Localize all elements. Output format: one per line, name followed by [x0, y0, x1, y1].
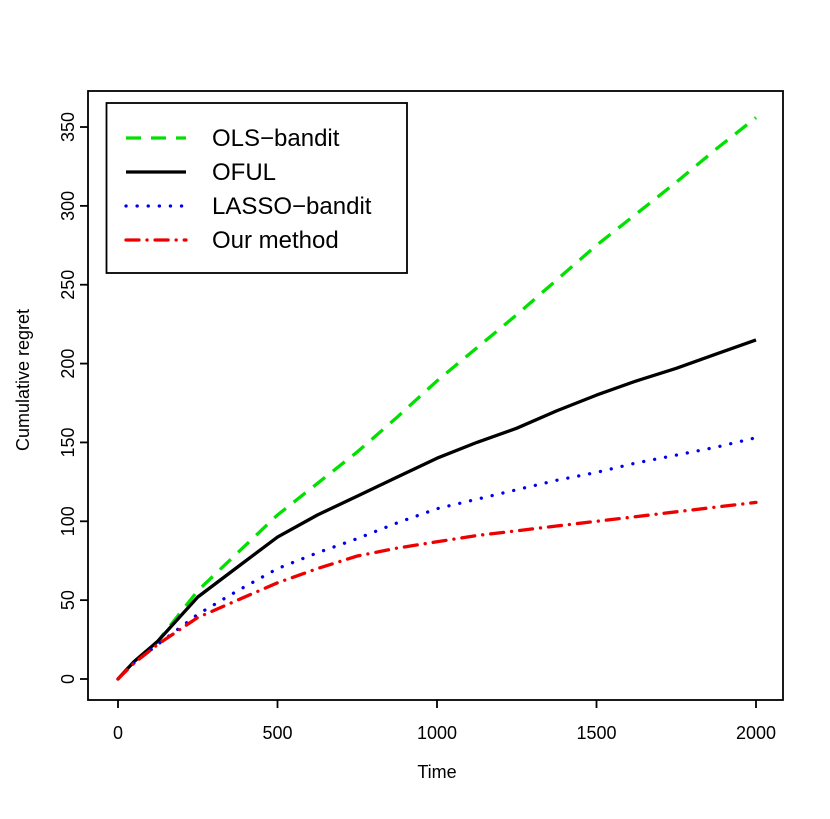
y-axis-tick-label: 200 — [58, 349, 78, 379]
legend-item-label: OFUL — [212, 159, 276, 186]
y-axis-tick-label: 300 — [58, 191, 78, 221]
series-line-lasso-bandit — [116, 436, 758, 681]
series-line-ols-bandit — [116, 116, 758, 681]
legend-item-label: Our method — [212, 227, 339, 254]
legend-item-label: OLS−bandit — [212, 125, 340, 152]
x-axis-tick-label: 1500 — [576, 723, 616, 743]
x-axis-tick-label: 0 — [113, 723, 123, 743]
y-axis-tick-label: 0 — [58, 674, 78, 684]
legend-item-label: LASSO−bandit — [212, 193, 372, 220]
y-axis-title: Cumulative regret — [13, 309, 33, 451]
y-axis-tick-label: 350 — [58, 112, 78, 142]
x-axis-title: Time — [417, 762, 456, 782]
legend-box — [105, 102, 408, 274]
x-axis-tick-label: 500 — [262, 723, 292, 743]
y-axis-tick-label: 100 — [58, 506, 78, 536]
y-axis-tick-label: 50 — [58, 590, 78, 610]
series-line-our-method — [116, 500, 758, 681]
y-axis-tick-label: 250 — [58, 270, 78, 300]
series-line-oful — [116, 338, 757, 681]
plot-border — [87, 90, 784, 701]
x-axis-tick-label: 1000 — [417, 723, 457, 743]
x-axis-tick-label: 2000 — [736, 723, 776, 743]
y-axis-tick-label: 150 — [58, 427, 78, 457]
